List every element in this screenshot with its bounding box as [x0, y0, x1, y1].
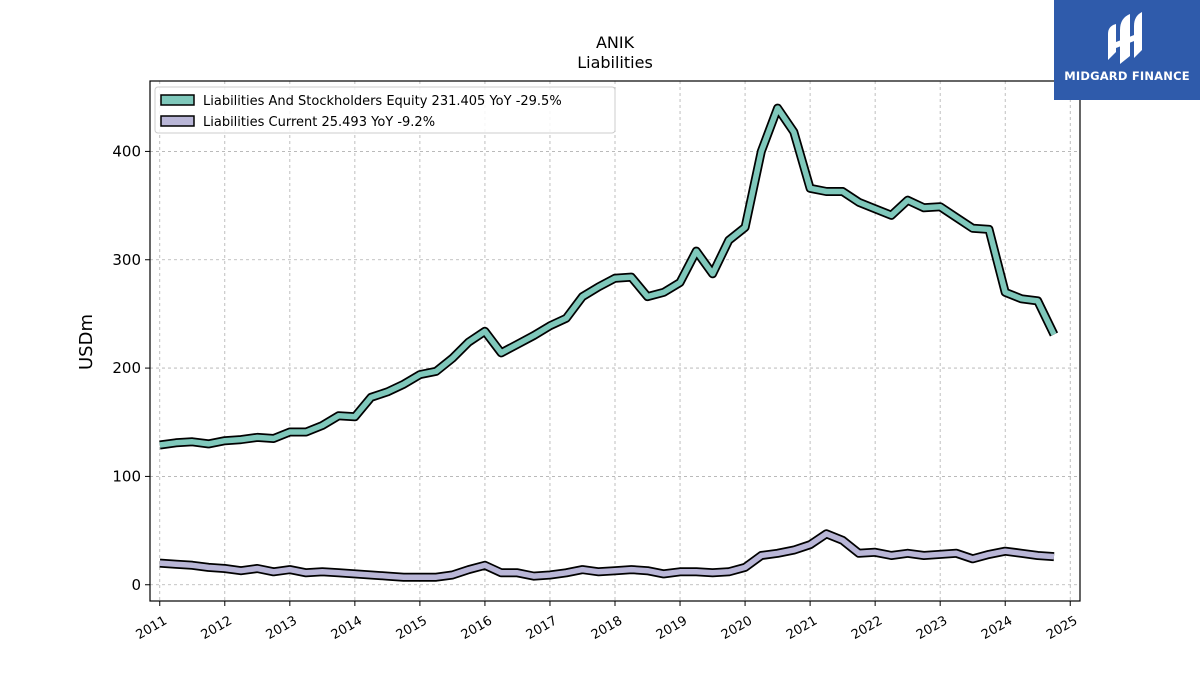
chart-subtitle: Liabilities — [577, 53, 653, 72]
y-tick-label: 200 — [112, 359, 141, 377]
series-layer — [159, 103, 1059, 582]
x-tick-label: 2015 — [394, 613, 430, 643]
y-axis-label: USDm — [76, 314, 97, 370]
x-tick-label: 2020 — [719, 613, 755, 643]
grid-lines — [150, 81, 1080, 601]
x-axis-ticks: 2011 2012 2013 2014 2015 2016 2017 2018 2019 2020… — [134, 601, 1080, 643]
y-tick-label: 100 — [112, 467, 141, 485]
logo-text: MIDGARD FINANCE — [1064, 69, 1190, 83]
y-tick-label: 300 — [112, 251, 141, 269]
x-tick-label: 2018 — [589, 613, 625, 643]
chart-title: ANIK — [596, 33, 635, 52]
series-line-1 — [159, 531, 1055, 580]
legend-box — [154, 86, 616, 134]
x-tick-label: 2012 — [199, 613, 235, 643]
x-tick-label: 2013 — [264, 613, 300, 643]
x-tick-label: 2025 — [1044, 613, 1080, 643]
series-line-outline-0 — [159, 103, 1059, 450]
x-tick-label: 2022 — [849, 613, 885, 643]
x-tick-label: 2011 — [134, 613, 170, 643]
x-tick-label: 2024 — [979, 613, 1015, 643]
x-tick-label: 2019 — [654, 613, 690, 643]
legend: Liabilities And Stockholders Equity 231.… — [154, 86, 616, 134]
x-tick-label: 2023 — [914, 613, 950, 643]
midgard-finance-logo: MIDGARD FINANCE — [1054, 0, 1200, 100]
x-tick-label: 2014 — [329, 613, 365, 643]
y-tick-label: 0 — [131, 576, 141, 594]
x-tick-label: 2021 — [784, 613, 820, 643]
legend-label: Liabilities And Stockholders Equity 231.… — [203, 94, 562, 109]
x-tick-label: 2017 — [524, 613, 560, 643]
legend-label: Liabilities Current 25.493 YoY -9.2% — [203, 115, 435, 130]
y-axis-ticks: 0 100 200 300 400 — [112, 142, 150, 594]
series-line-0 — [159, 105, 1057, 448]
x-tick-label: 2016 — [459, 613, 495, 643]
legend-swatch — [160, 115, 195, 127]
y-tick-label: 400 — [112, 142, 141, 160]
logo-mark-icon — [1108, 12, 1142, 64]
legend-swatch — [160, 94, 195, 106]
